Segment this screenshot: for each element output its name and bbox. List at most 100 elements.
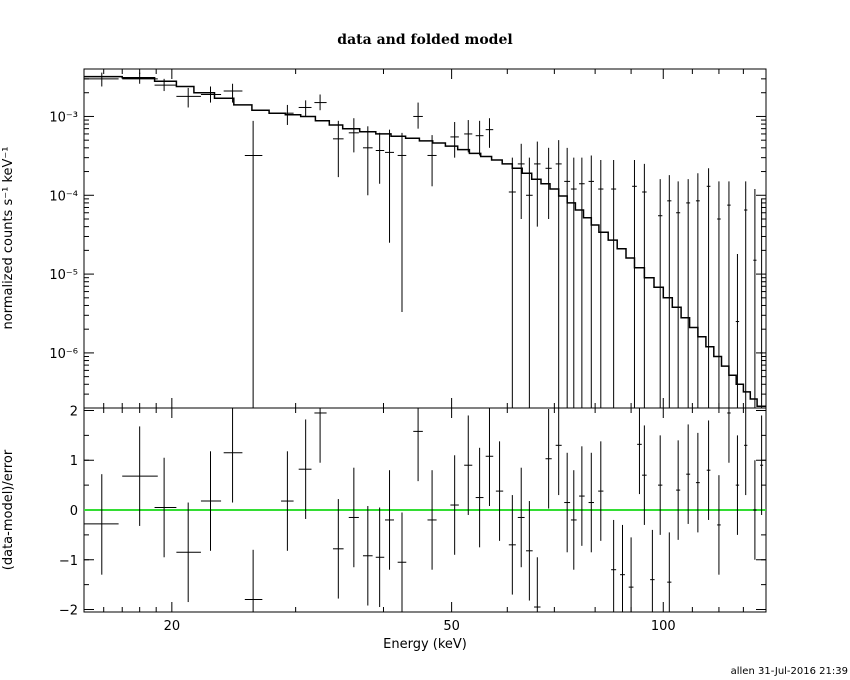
residual-point: [122, 426, 158, 526]
residual-point: [658, 435, 663, 535]
data-point: [526, 157, 533, 408]
data-point: [200, 86, 222, 103]
residual-point: [753, 460, 757, 560]
bottom-y-tick-label: 1: [70, 454, 78, 469]
residual-point: [223, 408, 243, 503]
data-point: [314, 94, 327, 111]
data-point: [555, 140, 562, 408]
data-point: [570, 157, 577, 408]
residual-point: [637, 408, 642, 495]
bottom-y-tick-label: −1: [59, 554, 78, 569]
bottom-y-axis-label: (data-model)/error: [1, 449, 16, 570]
residual-point: [244, 549, 263, 612]
top-data: [84, 72, 764, 408]
x-tick-label: 20: [164, 619, 181, 634]
data-point: [611, 160, 617, 408]
data-point: [706, 168, 711, 408]
residual-point: [760, 415, 764, 515]
residual-point: [545, 408, 552, 509]
data-point: [667, 175, 672, 408]
data-point: [348, 118, 359, 153]
data-point: [588, 155, 594, 408]
chart-title: data and folded model: [337, 32, 512, 48]
residual-point: [744, 408, 748, 496]
residual-point: [385, 470, 394, 570]
data-point: [642, 163, 647, 408]
residual-point: [628, 537, 634, 612]
residual-point: [517, 467, 525, 568]
footer-stamp: allen 31-Jul-2016 21:39: [731, 666, 848, 677]
data-point: [695, 173, 700, 408]
bottom-y-tick-label: 0: [70, 504, 78, 519]
bottom-x-ticks: 20 50 100: [103, 408, 767, 634]
data-point: [397, 132, 407, 313]
residual-point: [667, 532, 672, 612]
residual-point: [495, 441, 504, 541]
data-point: [450, 122, 459, 158]
residual-point: [526, 501, 533, 601]
data-point: [676, 181, 681, 408]
data-point: [154, 78, 177, 92]
residual-point: [620, 524, 625, 612]
data-point: [744, 181, 748, 408]
residual-point: [598, 441, 604, 541]
data-point: [332, 120, 344, 178]
top-y-tick-label: 10⁻⁶: [49, 347, 78, 362]
residual-point: [534, 557, 541, 612]
top-model: [84, 75, 766, 408]
residual-point: [717, 475, 721, 575]
data-point: [375, 132, 385, 184]
residual-point: [611, 519, 617, 612]
residual-point: [579, 446, 585, 546]
x-tick-label: 100: [651, 619, 676, 634]
top-plot-frame: [83, 68, 767, 409]
residual-point: [706, 420, 711, 520]
top-y-axis-label: normalized counts s⁻¹ keV⁻¹: [1, 147, 16, 330]
data-point: [545, 147, 552, 219]
residual-point: [650, 529, 655, 612]
data-point: [122, 72, 158, 84]
bottom-panel: 2 1 0 −1 −2 20 50 100: [59, 404, 767, 634]
data-point: [485, 118, 494, 148]
residual-point: [154, 457, 177, 558]
data-point: [464, 120, 473, 153]
bottom-y-tick-label: −2: [59, 604, 78, 619]
top-y-tick-label: 10⁻³: [49, 110, 78, 125]
data-point: [84, 72, 119, 87]
data-point: [413, 102, 423, 129]
data-point: [686, 179, 691, 408]
residual-point: [695, 432, 700, 533]
data-point: [564, 147, 571, 408]
residual-point: [298, 419, 312, 519]
data-point: [760, 198, 764, 408]
residual-point: [314, 408, 327, 463]
top-panel: 10⁻³ 10⁻⁴ 10⁻⁵ 10⁻⁶: [49, 68, 767, 409]
top-y-ticks: 10⁻³ 10⁻⁴ 10⁻⁵ 10⁻⁶: [49, 68, 767, 408]
data-point: [727, 181, 731, 408]
data-point: [517, 143, 525, 219]
residual-point: [686, 424, 691, 524]
data-point: [534, 141, 541, 227]
x-axis-label: Energy (keV): [383, 637, 467, 652]
residual-point: [485, 408, 494, 507]
x-tick-label: 50: [443, 619, 460, 634]
bottom-data: [84, 408, 764, 612]
residual-point: [555, 408, 562, 496]
residual-point: [642, 425, 647, 525]
data-point: [223, 83, 243, 103]
data-point: [717, 181, 721, 408]
residual-point: [427, 470, 437, 570]
residual-point: [176, 502, 201, 603]
residual-point: [570, 470, 577, 570]
residual-point: [375, 507, 385, 608]
data-point: [598, 160, 604, 408]
residual-point: [397, 512, 407, 612]
residual-point: [348, 467, 359, 568]
data-point: [427, 135, 437, 187]
data-point: [298, 100, 312, 117]
residual-point: [727, 408, 731, 463]
data-point: [176, 87, 201, 108]
data-point: [658, 179, 663, 408]
data-point: [753, 189, 757, 408]
